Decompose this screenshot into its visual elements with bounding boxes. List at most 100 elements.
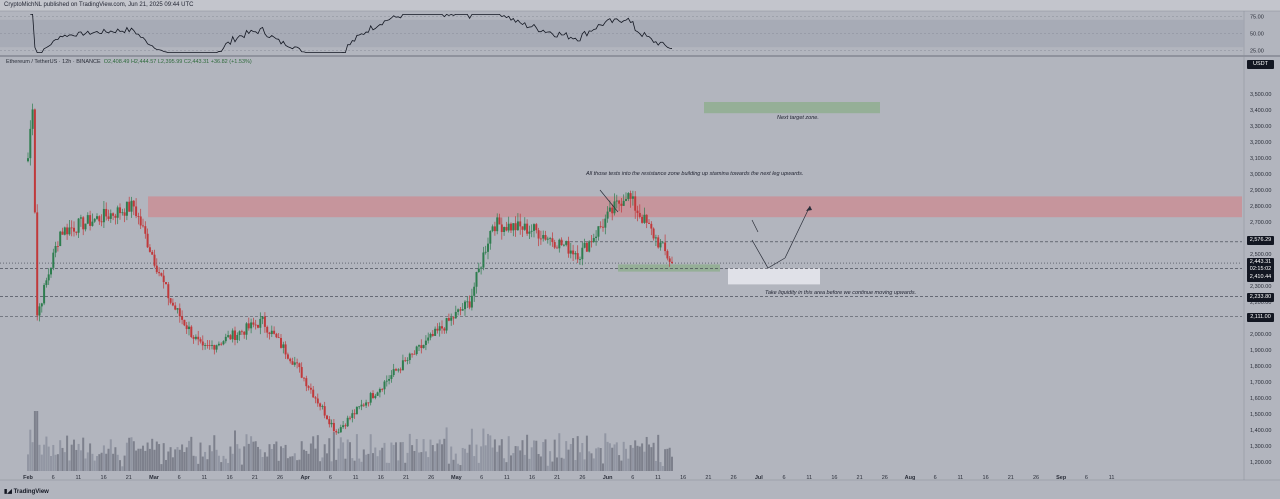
candle-body	[514, 223, 517, 231]
volume-bar	[546, 465, 549, 471]
price-tick-label: 1,500.00	[1250, 412, 1271, 418]
candle-body	[27, 158, 29, 162]
volume-bar	[236, 444, 239, 471]
candle-body	[597, 226, 600, 237]
volume-bar	[367, 453, 370, 471]
candle-body	[130, 200, 133, 212]
time-tick-label: 6	[178, 475, 181, 481]
volume-bar	[652, 442, 655, 471]
volume-bar	[38, 444, 41, 471]
volume-bar	[638, 446, 641, 471]
candle-body	[461, 309, 464, 311]
candle-body	[539, 238, 542, 240]
candle-body	[519, 221, 522, 227]
candle-body	[466, 301, 469, 303]
symbol-info: Ethereum / TetherUS · 12h · BINANCE O2,4…	[6, 59, 252, 65]
candle-body	[556, 247, 558, 249]
volume-bar	[385, 462, 388, 471]
time-tick-label: 21	[1008, 475, 1014, 481]
resistance-zone	[148, 196, 1242, 218]
candle-body	[280, 337, 282, 348]
candle-body	[314, 397, 317, 399]
candle-body	[257, 324, 259, 328]
volume-bar	[650, 447, 653, 471]
volume-bar	[443, 438, 446, 471]
candle-body	[447, 318, 450, 321]
candle-body	[132, 200, 135, 207]
volume-bar	[411, 445, 414, 471]
price-tick-label: 2,500.00	[1250, 252, 1271, 258]
candle-body	[604, 218, 607, 228]
candle-body	[63, 227, 66, 235]
volume-bar	[618, 455, 621, 471]
volume-bar	[620, 460, 623, 471]
volume-bar	[231, 453, 234, 471]
volume-bar	[169, 447, 172, 471]
volume-bar	[291, 456, 294, 471]
candle-body	[434, 328, 437, 336]
time-tick-label: 21	[554, 475, 560, 481]
volume-bar	[217, 455, 220, 471]
candle-body	[188, 326, 190, 330]
candle-body	[234, 330, 236, 341]
time-tick-label: May	[451, 475, 463, 481]
volume-bar	[107, 448, 110, 471]
rsi-line	[30, 13, 673, 54]
candle-body	[284, 344, 287, 355]
volume-bar	[597, 447, 600, 471]
volume-bar	[215, 449, 218, 471]
candle-body	[452, 317, 455, 319]
volume-bar	[121, 466, 124, 471]
candle-body	[185, 325, 188, 330]
volume-bar	[641, 443, 644, 471]
candle-body	[385, 380, 388, 382]
volume-bar	[204, 451, 207, 471]
candle-body	[303, 377, 305, 379]
candle-body	[309, 387, 312, 390]
volume-bar	[420, 452, 423, 471]
time-tick-label: 6	[782, 475, 785, 481]
time-tick-label: 6	[631, 475, 634, 481]
volume-bar	[188, 440, 190, 471]
candle-body	[459, 309, 462, 311]
volume-bar	[404, 462, 407, 471]
candle-body	[38, 306, 41, 316]
candle-body	[323, 406, 326, 416]
candle-body	[634, 196, 637, 211]
volume-bar	[457, 463, 460, 471]
volume-bar	[358, 458, 361, 471]
candle-body	[572, 250, 575, 255]
candle-body	[353, 413, 356, 415]
volume-bar	[447, 463, 450, 471]
candle-body	[52, 252, 55, 268]
volume-bar	[369, 434, 372, 471]
volume-bar	[326, 453, 328, 471]
candle-body	[533, 224, 535, 231]
candle-body	[438, 326, 441, 331]
volume-bar	[491, 447, 494, 471]
volume-bar	[512, 453, 515, 471]
volume-bar	[625, 448, 627, 471]
volume-bar	[162, 443, 165, 471]
volume-bar	[581, 443, 584, 471]
candle-body	[590, 241, 593, 243]
candle-body	[321, 406, 324, 407]
candle-body	[505, 227, 508, 231]
volume-bar	[629, 445, 632, 471]
time-tick-label: 26	[882, 475, 888, 481]
candle-body	[457, 309, 460, 312]
time-tick-label: Apr	[300, 475, 310, 481]
price-tick-label: 3,100.00	[1250, 156, 1271, 162]
candle-body	[250, 322, 253, 329]
currency-label[interactable]: USDT	[1247, 60, 1274, 69]
candle-body	[470, 295, 473, 308]
candle-body	[427, 337, 430, 341]
symbol-name[interactable]: Ethereum / TetherUS · 12h · BINANCE	[6, 59, 101, 65]
candle-body	[576, 253, 579, 260]
candle-body	[328, 419, 331, 425]
candle-body	[114, 215, 117, 218]
volume-bar	[544, 439, 547, 471]
volume-bar	[535, 440, 538, 471]
price-tick-label: 2,300.00	[1250, 284, 1271, 290]
